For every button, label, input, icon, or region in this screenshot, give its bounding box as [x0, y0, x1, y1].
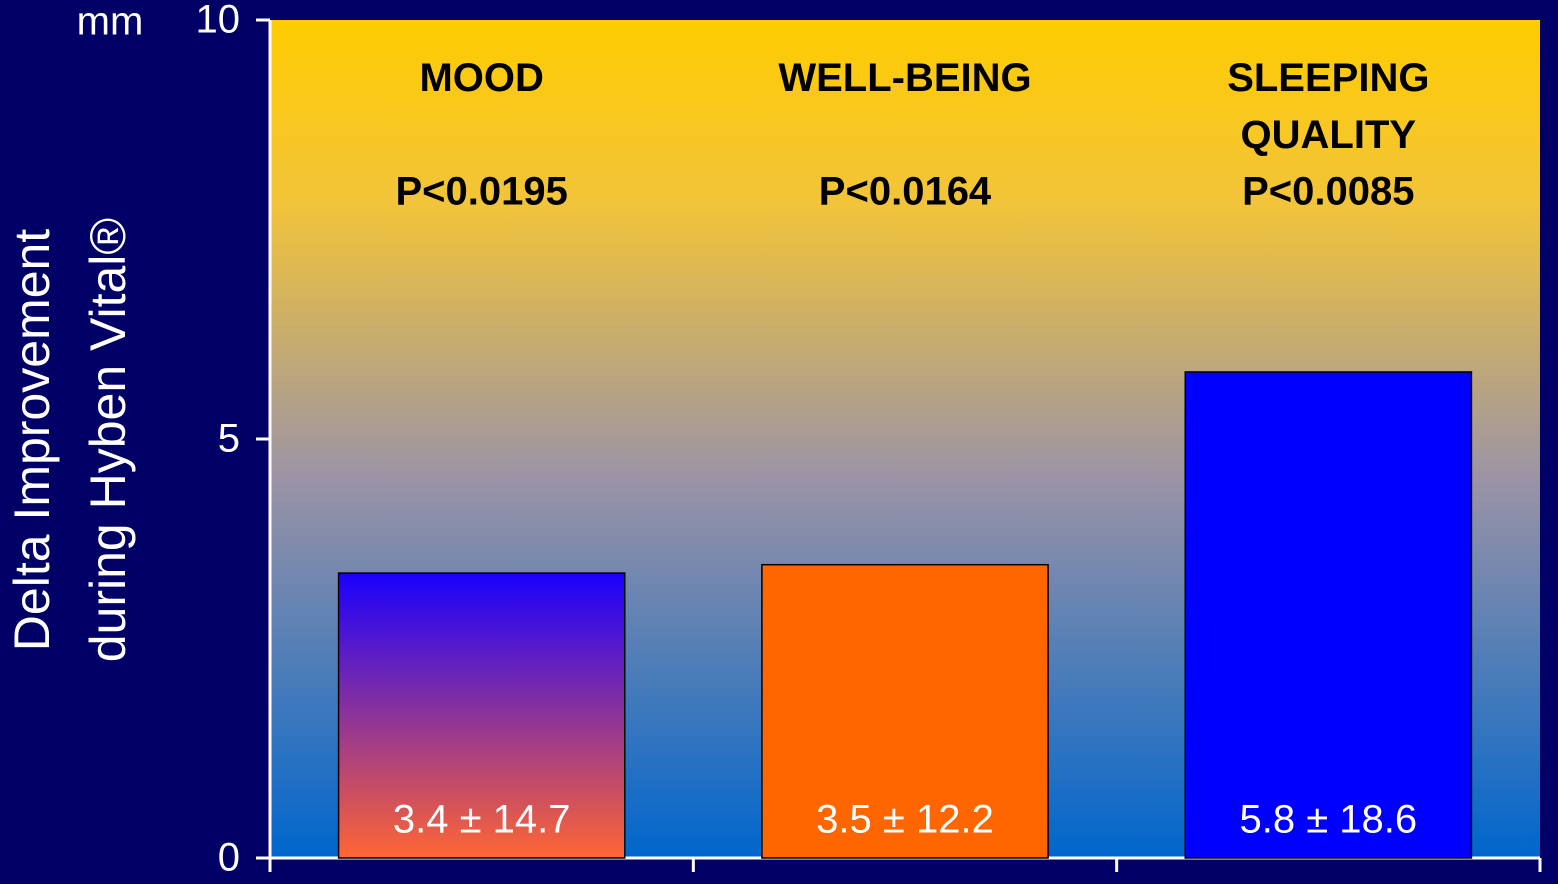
category-label: MOOD [419, 56, 544, 100]
bar [761, 563, 1049, 859]
annotation: P<0.0164 [819, 170, 992, 214]
annotation: P<0.0085 [1242, 170, 1414, 214]
y-tick-label: 10 [196, 0, 241, 42]
bar [1184, 371, 1473, 859]
category-box: MOOD [419, 56, 544, 100]
y-unit: mm [77, 0, 144, 44]
y-axis-label-line: Delta Improvement [4, 229, 60, 651]
annotation: P<0.0195 [395, 170, 567, 214]
category-label: SLEEPING QUALITY [1227, 56, 1430, 157]
value-label: 5.8 ± 18.6 [1240, 798, 1418, 842]
category-box: SLEEPING QUALITY [1227, 56, 1430, 157]
bar [337, 572, 626, 859]
y-axis-label-line: during Hyben Vital® [80, 218, 136, 663]
category-label: WELL-BEING [778, 56, 1032, 100]
value-label: 3.4 ± 14.7 [393, 798, 571, 842]
y-tick-label: 5 [218, 417, 240, 461]
y-tick-label: 0 [218, 836, 240, 880]
y-axis-label: Delta Improvement during Hyben Vital® [4, 218, 136, 663]
value-label: 3.5 ± 12.2 [816, 798, 994, 842]
category-box: WELL-BEING [778, 56, 1032, 100]
